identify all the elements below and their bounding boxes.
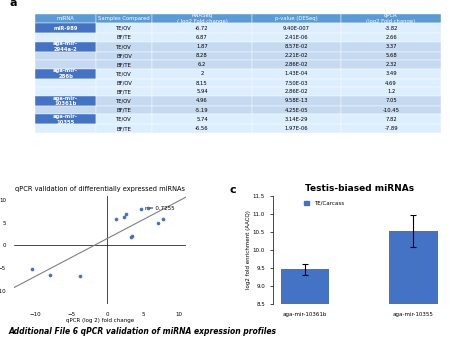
Point [120,215,127,220]
Point [112,216,119,221]
Title: qPCR validation of differentially expressed miRNAs: qPCR validation of differentially expres… [15,187,185,192]
Bar [389,231,438,304]
Text: r = 0.7255: r = 0.7255 [144,206,174,211]
Point [160,217,167,222]
Text: c: c [230,185,236,195]
X-axis label: qPCR (log 2) fold change: qPCR (log 2) fold change [66,318,134,323]
Point [154,220,162,226]
Point [123,212,130,217]
Point [76,273,83,279]
Legend: TE/Carcass: TE/Carcass [302,198,346,208]
Text: a: a [9,0,17,7]
Point [28,266,36,271]
Y-axis label: log2 fold enrichment (AACQ): log2 fold enrichment (AACQ) [247,211,252,289]
Title: Testis-biased miRNAs: Testis-biased miRNAs [305,185,414,193]
Point [47,272,54,278]
Point [128,234,135,240]
Point [144,205,152,211]
Point [129,234,136,239]
Point [137,206,144,211]
Text: Additional File 6 qPCR validation of miRNA expression profiles: Additional File 6 qPCR validation of miR… [9,327,277,336]
Bar [280,269,329,304]
